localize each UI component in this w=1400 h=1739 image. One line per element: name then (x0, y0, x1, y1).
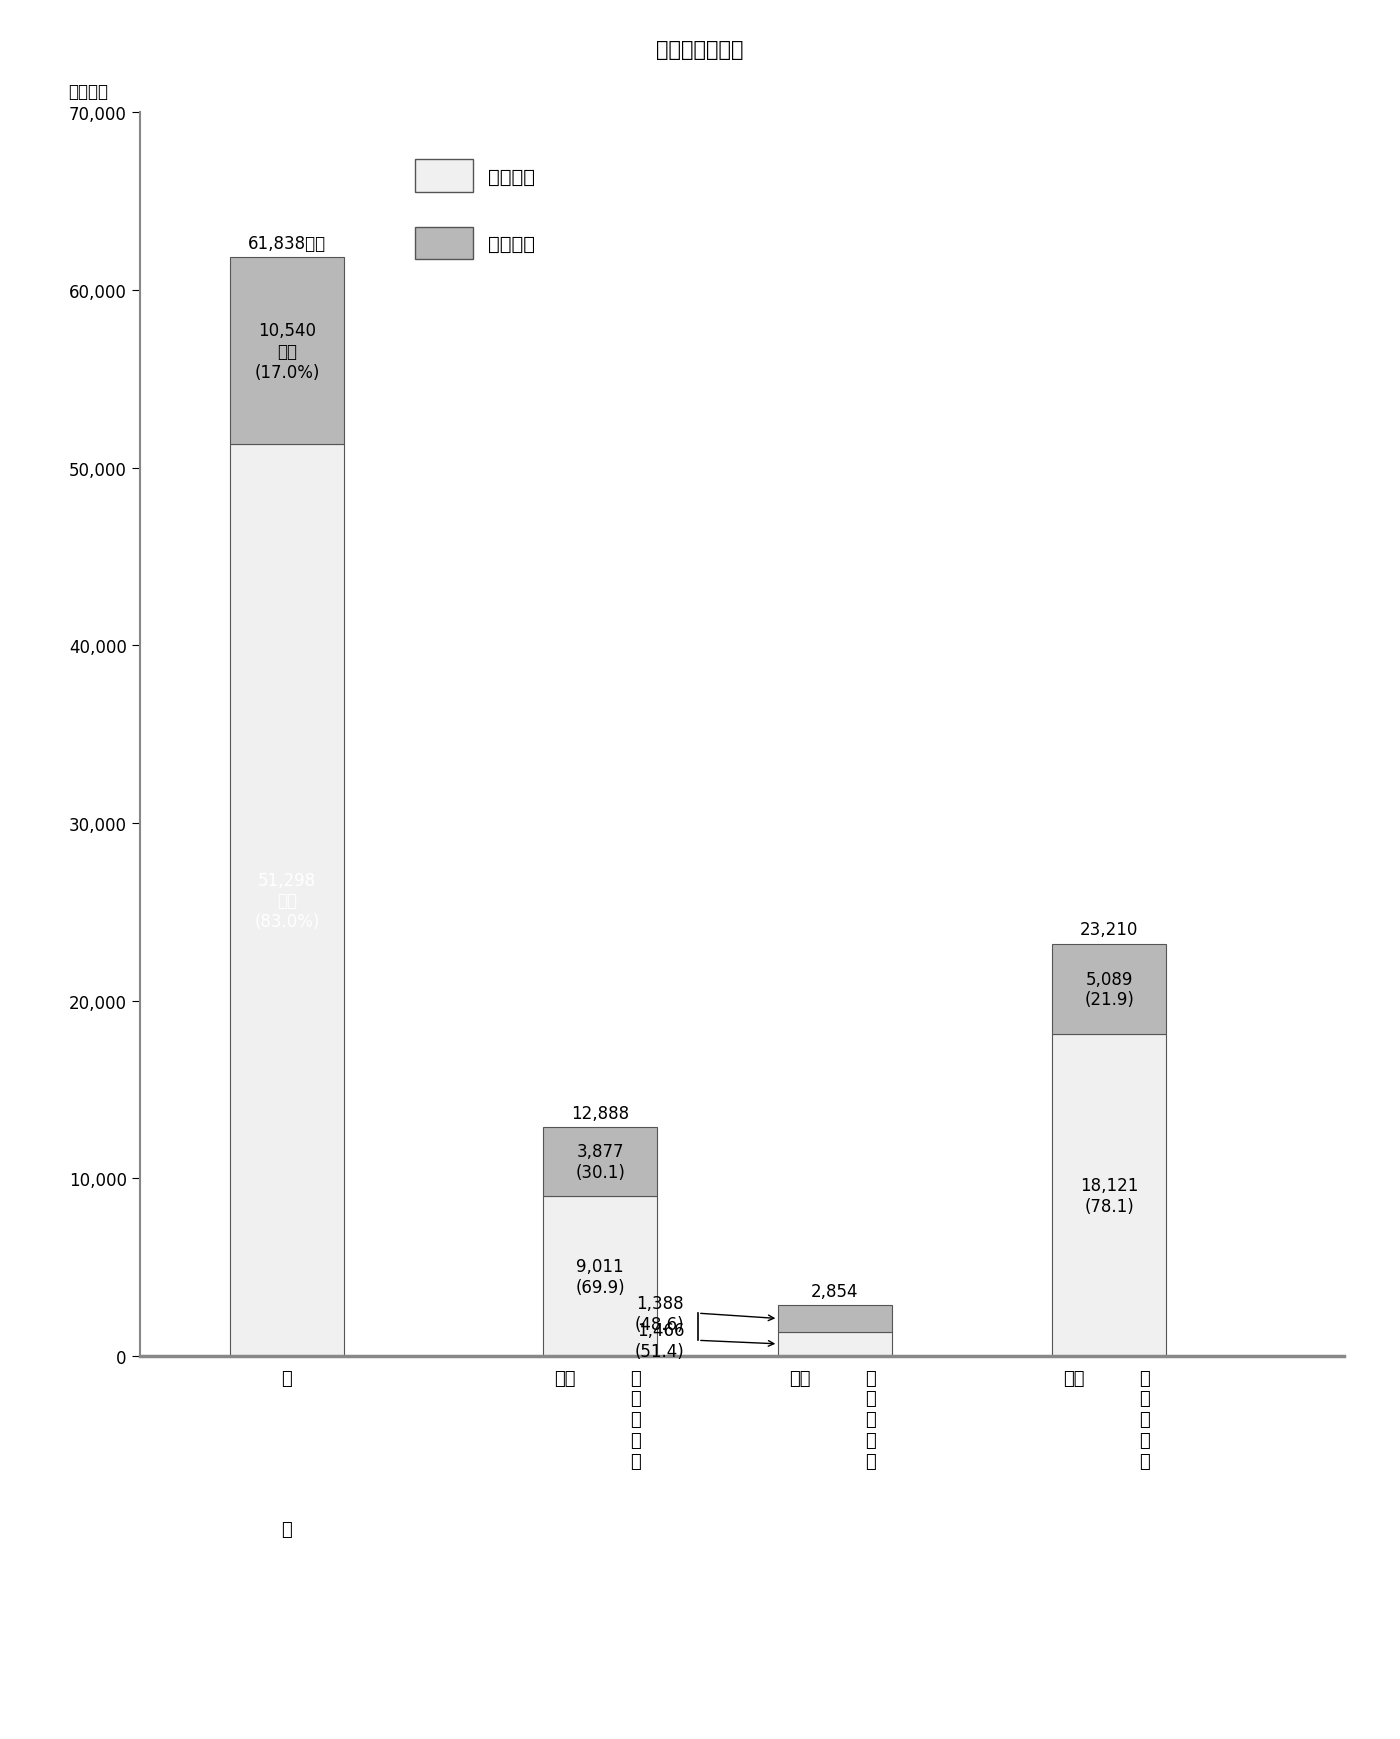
Bar (778, 1306, 892, 1332)
Text: 社
会
福
祉
費: 社 会 福 祉 費 (630, 1369, 641, 1469)
Bar (1053, 944, 1166, 1035)
Text: 51,298
億円
(83.0%): 51,298 億円 (83.0%) (255, 871, 319, 930)
Text: その２　市町村: その２ 市町村 (657, 40, 743, 59)
Text: 老
人
福
祉
費: 老 人 福 祉 費 (865, 1369, 875, 1469)
Text: 合: 合 (281, 1369, 293, 1386)
Bar (230, 257, 343, 445)
Text: （億円）: （億円） (67, 83, 108, 101)
Legend: 補助事業, 単独事業: 補助事業, 単独事業 (414, 160, 535, 261)
Text: 18,121
(78.1): 18,121 (78.1) (1079, 1176, 1138, 1216)
Text: 3,877
(30.1): 3,877 (30.1) (575, 1143, 624, 1181)
Text: 61,838億円: 61,838億円 (248, 235, 326, 252)
Text: 計: 計 (281, 1520, 293, 1537)
Text: 1,466
(51.4): 1,466 (51.4) (634, 1322, 685, 1360)
Text: 児
童
福
祉
費: 児 童 福 祉 費 (1140, 1369, 1149, 1469)
Text: 10,540
億円
(17.0%): 10,540 億円 (17.0%) (255, 322, 319, 381)
Text: うち: うち (1063, 1369, 1085, 1386)
Bar (778, 1332, 892, 1356)
Bar (543, 1127, 657, 1196)
Text: 23,210: 23,210 (1079, 922, 1138, 939)
Text: 2,854: 2,854 (811, 1282, 858, 1301)
Text: 9,011
(69.9): 9,011 (69.9) (575, 1257, 624, 1296)
Bar (543, 1196, 657, 1356)
Bar (1053, 1035, 1166, 1356)
Text: 12,888: 12,888 (571, 1104, 629, 1122)
Text: うち: うち (554, 1369, 575, 1386)
Text: うち: うち (790, 1369, 811, 1386)
Text: 5,089
(21.9): 5,089 (21.9) (1084, 970, 1134, 1009)
Bar (230, 445, 343, 1356)
Text: 1,388
(48.6): 1,388 (48.6) (634, 1294, 685, 1332)
